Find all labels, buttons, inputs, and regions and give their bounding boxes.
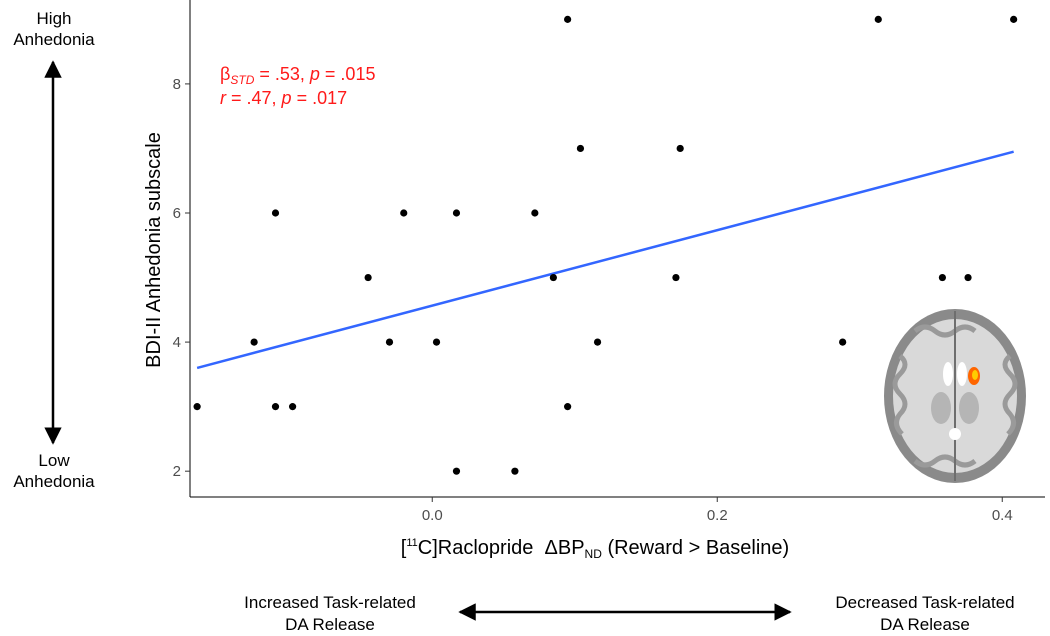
brain-axial-slice-icon [884, 309, 1026, 483]
x-axis-title-bp: BP [558, 537, 585, 559]
data-point [385, 338, 394, 346]
data-point [564, 403, 572, 411]
data-point [289, 403, 297, 411]
data-point [874, 15, 882, 23]
increased-da-release-line2: DA Release [285, 615, 375, 634]
brain-gyri-top [913, 324, 977, 338]
brain-gyri-bottom [913, 454, 977, 468]
data-point [549, 273, 557, 282]
y-tick-label: 2 [173, 463, 181, 480]
x-axis-title-mid: C]Raclopride [418, 537, 545, 559]
data-point [1010, 15, 1018, 23]
striatum-activation-inner [972, 370, 978, 380]
data-point [452, 209, 461, 217]
data-point [964, 273, 972, 282]
brain-ventricle-left [943, 362, 953, 386]
low-anhedonia-line1: Low [38, 451, 70, 470]
y-axis-title: BDI-II Anhedonia subscale [143, 132, 165, 368]
data-point [452, 467, 461, 475]
x-axis-title-delta: Δ [545, 537, 558, 559]
stats-beta-line: βSTD = .53, p = .015 [220, 64, 375, 87]
low-anhedonia-label: Low Anhedonia [0, 450, 108, 492]
data-point [364, 273, 372, 282]
r-p-letter: p [281, 88, 292, 108]
data-point [511, 467, 519, 475]
beta-subscript: STD [230, 73, 254, 87]
data-point [676, 144, 684, 153]
decreased-da-release-line2: DA Release [880, 615, 970, 634]
data-point [400, 209, 408, 217]
data-point [593, 338, 602, 346]
data-point [271, 209, 280, 217]
data-point [576, 144, 585, 153]
brain-gyri-right [1002, 354, 1018, 436]
stats-r-line: r = .47, p = .017 [220, 88, 347, 108]
x-axis-title: [11C]Raclopride ΔBPND (Reward > Baseline… [401, 537, 789, 561]
brain-thalamus-right [959, 392, 979, 424]
data-point [938, 273, 947, 282]
data-point [432, 338, 441, 346]
x-axis-title-sup: 11 [406, 537, 417, 549]
increased-da-release-label: Increased Task-related DA Release [200, 592, 460, 636]
beta-p-value: = .015 [320, 64, 376, 84]
beta-value-text: = .53, [254, 64, 310, 84]
brain-thalamus-left [931, 392, 951, 424]
x-axis-title-sub: ND [585, 547, 603, 561]
x-tick-label: 0.0 [422, 507, 443, 524]
brain-gyri-left [892, 354, 908, 436]
plot-axes [189, 0, 1045, 498]
high-anhedonia-label: High Anhedonia [0, 8, 108, 50]
brain-ventricle-right [957, 362, 967, 386]
data-point [271, 403, 280, 411]
decreased-da-release-label: Decreased Task-related DA Release [795, 592, 1050, 636]
data-point [672, 273, 680, 282]
high-anhedonia-line2: Anhedonia [13, 30, 95, 49]
x-tick-label: 0.4 [992, 507, 1013, 524]
data-point [531, 209, 539, 217]
data-point [839, 338, 847, 346]
beta-symbol: β [220, 64, 230, 84]
high-anhedonia-line1: High [36, 9, 72, 28]
data-point [193, 403, 201, 411]
x-axis-title-post: (Reward > Baseline) [602, 537, 789, 559]
brain-posterior-ventricle [949, 428, 961, 440]
regression-line [196, 150, 1014, 370]
decreased-da-release-line1: Decreased Task-related [835, 593, 1015, 612]
y-tick-label: 8 [173, 76, 181, 93]
low-anhedonia-line2: Anhedonia [13, 472, 95, 491]
r-letter: r [220, 88, 227, 108]
data-points-group [193, 15, 1018, 475]
data-point [250, 338, 258, 346]
y-tick-label: 6 [173, 205, 181, 222]
data-point [564, 15, 572, 23]
x-axis-title-pre: [ [401, 537, 407, 559]
increased-da-release-line1: Increased Task-related [244, 593, 416, 612]
y-ticks-group: 2 4 6 8 [173, 76, 190, 480]
r-p-value: = .017 [292, 88, 348, 108]
x-tick-label: 0.2 [707, 507, 728, 524]
x-ticks-group: 0.0 0.2 0.4 [422, 497, 1013, 524]
y-tick-label: 4 [173, 334, 181, 351]
r-value-text: = .47, [226, 88, 282, 108]
beta-p-letter: p [309, 64, 320, 84]
